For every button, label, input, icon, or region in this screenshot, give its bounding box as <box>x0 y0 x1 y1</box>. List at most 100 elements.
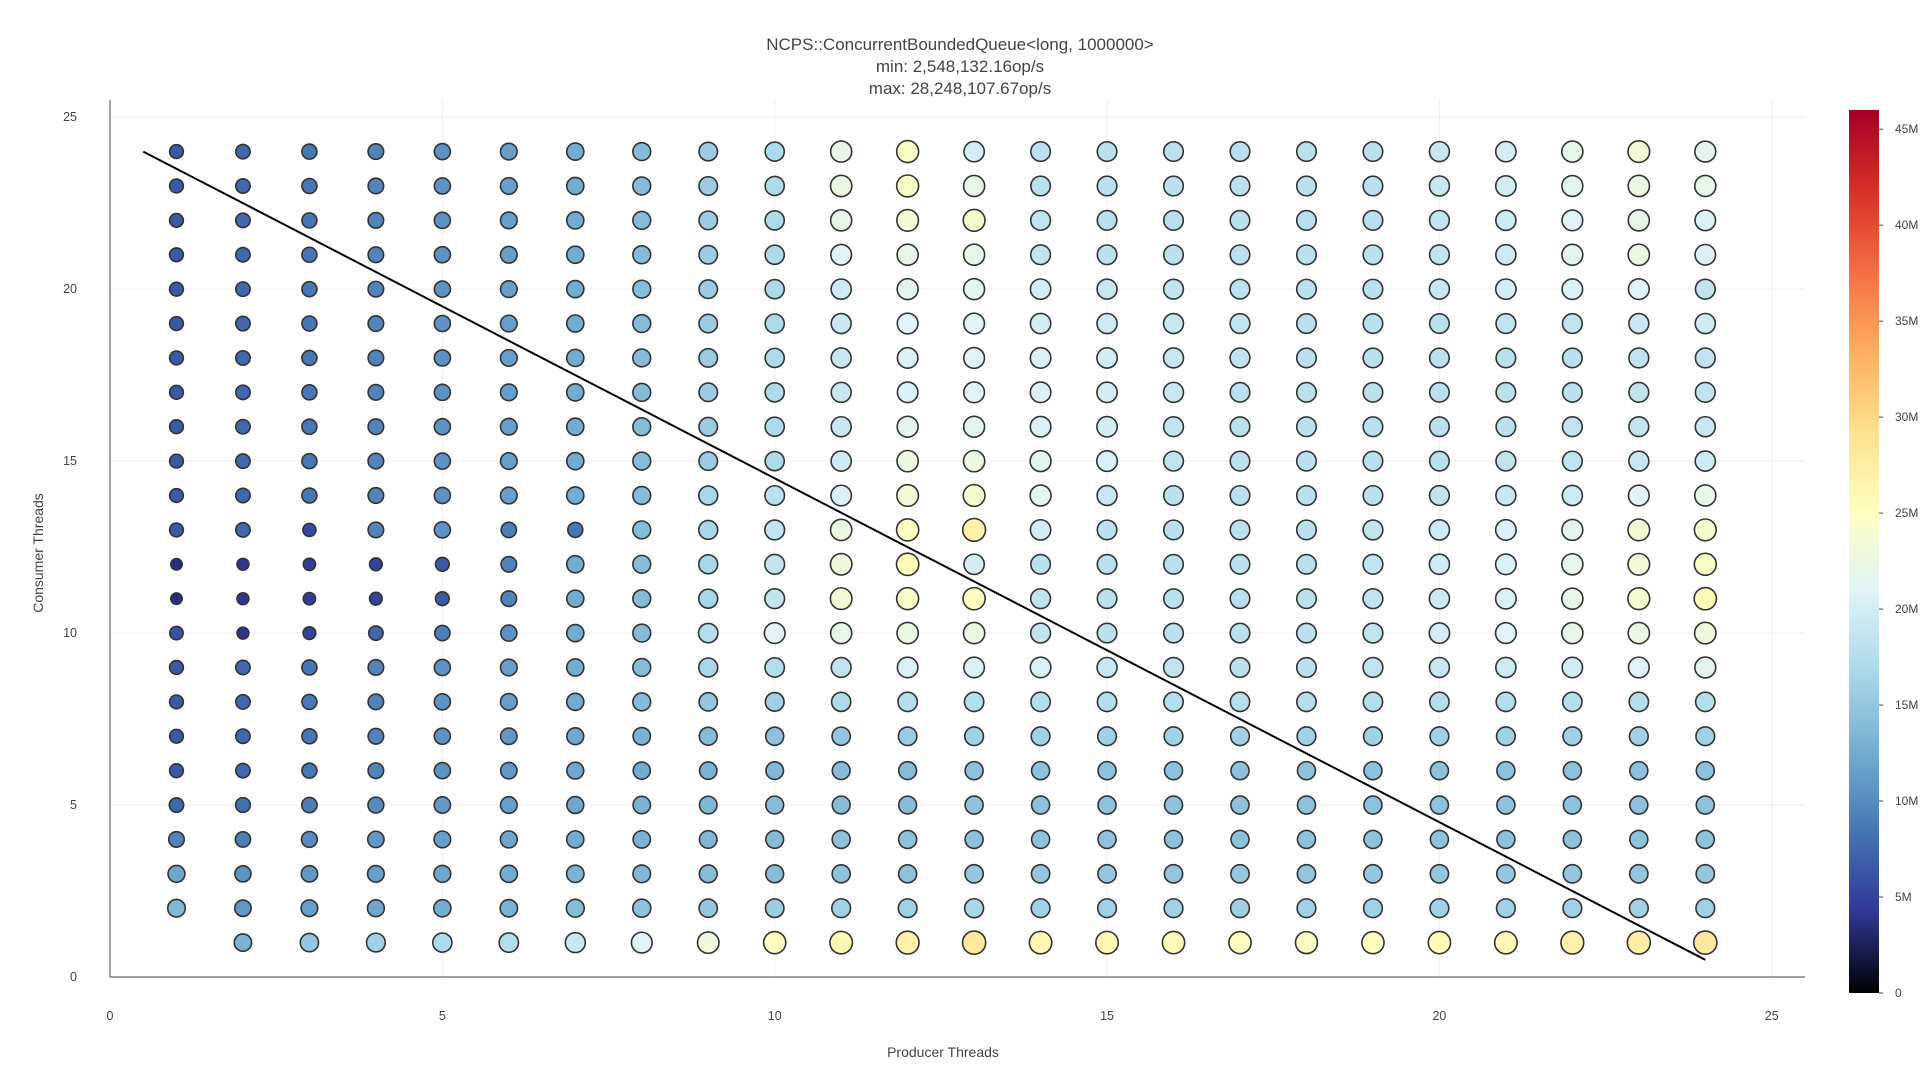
colorbar-gradient <box>1849 110 1879 993</box>
data-point-p22-c8 <box>1561 691 1583 713</box>
data-point-p11-c2 <box>831 898 852 919</box>
data-point-p1-c7 <box>168 728 185 744</box>
data-point-p16-c23 <box>1162 175 1185 197</box>
data-point-p15-c24 <box>1096 141 1118 163</box>
data-point-p2-c17 <box>234 384 251 401</box>
data-point-p18-c13 <box>1295 519 1318 541</box>
data-point-p6-c19 <box>499 314 518 333</box>
data-point-p22-c15 <box>1561 450 1584 472</box>
data-point-p24-c10 <box>1693 621 1717 645</box>
y-tick-label-15: 15 <box>63 454 77 468</box>
colorbar-tick-label-1: 5M <box>1895 890 1912 904</box>
data-point-p13-c15 <box>962 449 986 473</box>
data-point-p7-c6 <box>566 761 585 780</box>
data-point-p20-c1 <box>1427 930 1452 955</box>
data-point-p9-c2 <box>698 898 719 919</box>
data-point-p19-c7 <box>1362 726 1384 747</box>
data-point-p18-c17 <box>1295 381 1318 403</box>
data-point-p18-c23 <box>1295 175 1318 197</box>
data-point-p22-c18 <box>1561 347 1583 369</box>
data-point-p24-c13 <box>1693 518 1717 542</box>
data-point-p3-c1 <box>299 932 320 953</box>
data-point-p7-c2 <box>565 898 586 918</box>
data-point-p10-c23 <box>764 175 786 197</box>
data-point-p1-c14 <box>168 487 185 504</box>
data-point-p7-c3 <box>565 864 585 884</box>
data-point-p17-c10 <box>1229 622 1251 644</box>
trend-line <box>142 150 1706 961</box>
data-point-p9-c9 <box>697 657 719 678</box>
data-point-p15-c15 <box>1095 450 1119 473</box>
data-point-p12-c23 <box>895 174 920 198</box>
y-tick-label-20: 20 <box>63 282 77 296</box>
data-point-p21-c5 <box>1496 795 1516 815</box>
data-point-p14-c6 <box>1030 760 1051 781</box>
data-point-p15-c20 <box>1096 278 1118 300</box>
data-point-p2-c23 <box>234 177 251 194</box>
data-point-p14-c8 <box>1030 691 1052 713</box>
data-point-p21-c3 <box>1495 863 1516 884</box>
data-point-p8-c8 <box>632 692 652 712</box>
data-point-p11-c15 <box>830 450 853 472</box>
data-point-p5-c2 <box>432 898 452 918</box>
x-tick-label-25: 25 <box>1765 1009 1779 1023</box>
data-point-p4-c19 <box>367 314 385 333</box>
data-point-p10-c3 <box>764 864 785 884</box>
data-point-p5-c21 <box>433 245 452 264</box>
data-point-p5-c24 <box>433 142 452 161</box>
data-point-p19-c15 <box>1362 450 1384 472</box>
data-point-p2-c10 <box>236 626 250 640</box>
data-point-p10-c20 <box>764 278 786 300</box>
data-point-p20-c5 <box>1429 795 1450 815</box>
y-tick-label-10: 10 <box>63 626 77 640</box>
data-point-p16-c12 <box>1162 553 1185 575</box>
data-point-p10-c18 <box>764 347 786 369</box>
x-tick-label-10: 10 <box>768 1009 782 1023</box>
data-point-p15-c10 <box>1096 622 1118 644</box>
data-point-p20-c13 <box>1428 519 1451 541</box>
data-point-p5-c5 <box>433 796 452 815</box>
data-point-p7-c4 <box>565 830 585 849</box>
data-point-p9-c3 <box>698 864 718 884</box>
data-point-p14-c7 <box>1030 726 1051 747</box>
data-point-p4-c5 <box>367 796 385 814</box>
data-point-p6-c9 <box>499 658 518 677</box>
data-point-p11-c5 <box>831 795 851 815</box>
data-point-p14-c5 <box>1030 795 1051 815</box>
data-point-p16-c19 <box>1162 312 1185 335</box>
data-point-p9-c16 <box>698 416 719 437</box>
data-point-p20-c2 <box>1429 898 1450 919</box>
data-point-p23-c4 <box>1629 829 1649 850</box>
data-point-p3-c6 <box>301 762 318 779</box>
data-point-p14-c9 <box>1029 656 1052 679</box>
data-point-p21-c10 <box>1494 621 1518 645</box>
data-point-p4-c21 <box>367 246 385 264</box>
data-point-p22-c6 <box>1562 760 1583 781</box>
data-point-p20-c22 <box>1428 209 1451 232</box>
data-point-p23-c8 <box>1628 691 1650 713</box>
data-point-p22-c24 <box>1561 140 1584 163</box>
data-point-p17-c18 <box>1229 347 1251 369</box>
data-point-p1-c22 <box>168 212 185 229</box>
data-point-p24-c9 <box>1694 656 1717 679</box>
data-point-p24-c8 <box>1694 691 1716 713</box>
data-point-p1-c23 <box>168 178 185 194</box>
data-point-p3-c22 <box>301 212 318 229</box>
data-point-p4-c15 <box>367 452 385 470</box>
data-point-p18-c14 <box>1295 484 1318 507</box>
data-point-p7-c5 <box>566 795 585 815</box>
data-point-p8-c22 <box>632 210 652 231</box>
data-point-p13-c10 <box>962 621 986 645</box>
data-point-p15-c14 <box>1096 484 1118 507</box>
data-point-p24-c23 <box>1693 174 1717 198</box>
data-point-p1-c15 <box>168 453 185 469</box>
x-tick-label-15: 15 <box>1100 1009 1114 1023</box>
data-point-p21-c23 <box>1494 175 1517 197</box>
data-point-p6-c1 <box>498 932 520 954</box>
data-point-p12-c2 <box>897 898 918 919</box>
data-point-p9-c22 <box>698 210 719 231</box>
data-point-p19-c17 <box>1362 381 1384 403</box>
data-point-p3-c5 <box>300 796 318 814</box>
colorbar-tick-label-2: 10M <box>1895 794 1918 808</box>
